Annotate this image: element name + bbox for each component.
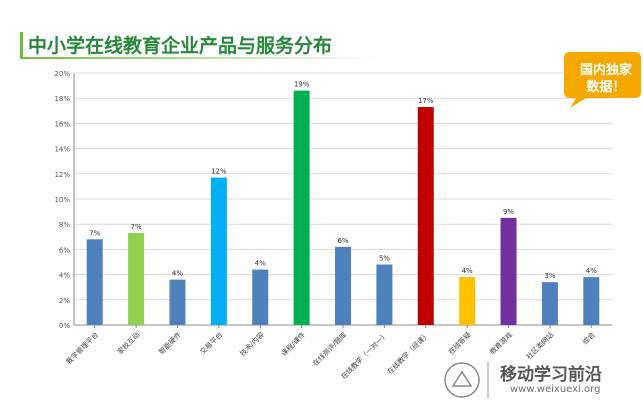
y-tick-label: 18% xyxy=(54,95,70,103)
bar xyxy=(376,264,393,325)
bar xyxy=(541,282,558,325)
x-tick-label: 在线测评/题库 xyxy=(311,330,349,368)
callout-text: 国内独家 数据！ xyxy=(574,62,638,96)
x-tick-label: 家校互动 xyxy=(115,330,141,356)
data-label: 4% xyxy=(172,270,183,278)
data-label: 7% xyxy=(89,229,100,237)
title-underline xyxy=(20,32,380,59)
callout-bubble xyxy=(564,52,641,108)
y-tick-label: 2% xyxy=(59,297,70,305)
bar xyxy=(583,277,600,325)
data-label: 17% xyxy=(418,97,434,105)
y-tick-label: 0% xyxy=(59,322,70,330)
x-tick-label: 智能硬件 xyxy=(157,330,183,356)
y-tick-label: 10% xyxy=(54,196,70,204)
bar xyxy=(169,279,186,325)
y-tick-label: 6% xyxy=(59,246,70,254)
y-tick-label: 4% xyxy=(59,272,70,280)
data-label: 19% xyxy=(294,81,310,89)
callout-line-2: 数据！ xyxy=(586,80,626,95)
data-label: 4% xyxy=(586,267,597,275)
data-label: 9% xyxy=(503,208,514,216)
y-tick-label: 12% xyxy=(54,171,70,179)
y-tick-label: 14% xyxy=(54,146,70,154)
callout-line-1: 国内独家 xyxy=(579,63,632,78)
x-tick-label: 技术/内容 xyxy=(238,330,266,358)
bar xyxy=(86,239,103,325)
bar xyxy=(210,177,227,325)
x-tick-label: 交易平台 xyxy=(198,330,224,356)
data-label: 4% xyxy=(255,260,266,268)
x-tick-label: 课程/课件 xyxy=(279,330,307,358)
x-tick-label: 教育游戏 xyxy=(488,330,514,356)
bar xyxy=(335,246,351,325)
chart-title: 中小学在线教育企业产品与服务分布 xyxy=(28,35,333,57)
watermark-url: www.weixuexi.org xyxy=(510,384,601,395)
data-label: 4% xyxy=(462,267,473,275)
bar xyxy=(128,233,145,325)
bar xyxy=(252,269,269,325)
data-label: 7% xyxy=(131,223,142,231)
y-tick-label: 20% xyxy=(54,70,70,78)
data-label: 5% xyxy=(379,255,390,263)
x-tick-label: 教学管理平台 xyxy=(64,330,100,366)
data-label: 3% xyxy=(544,272,555,280)
bar xyxy=(417,107,434,326)
watermark-title: 移动学习前沿 xyxy=(500,365,602,385)
data-label: 6% xyxy=(337,237,348,245)
watermark-logo xyxy=(444,362,489,398)
bar xyxy=(293,90,310,325)
data-label: 12% xyxy=(211,168,227,176)
y-tick-label: 8% xyxy=(59,221,70,229)
x-tick-label: 在线答疑 xyxy=(446,330,472,356)
bar xyxy=(459,277,476,325)
bar xyxy=(500,217,517,325)
x-tick-label: 综合 xyxy=(580,330,596,346)
y-tick-label: 16% xyxy=(54,120,70,128)
